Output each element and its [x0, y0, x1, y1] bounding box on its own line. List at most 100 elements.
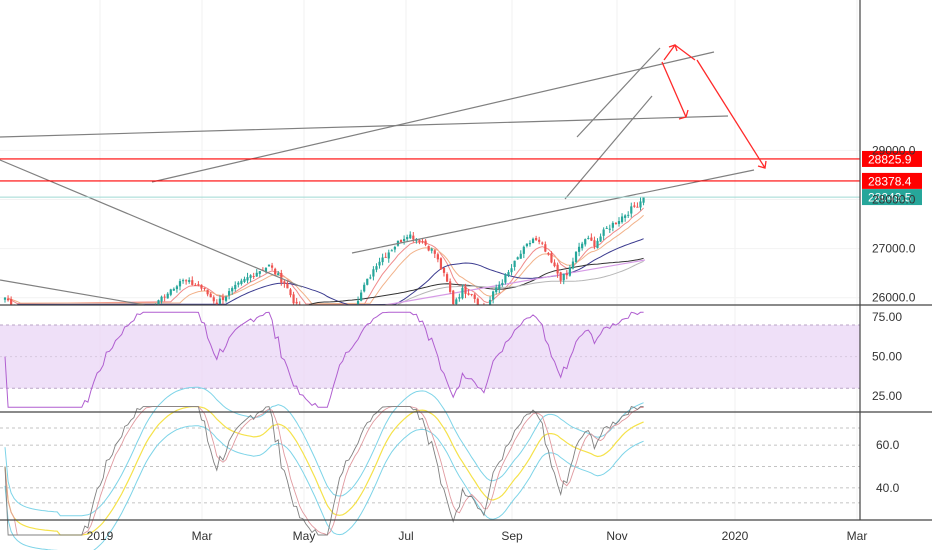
candle-up	[160, 296, 163, 302]
candle-up	[246, 277, 249, 281]
candle-up	[218, 298, 221, 304]
candle-up	[403, 238, 406, 242]
candle-up	[568, 267, 571, 276]
candle-up	[624, 215, 627, 218]
rsi-line	[4, 311, 644, 408]
candle-down	[286, 283, 289, 289]
candle-down	[449, 281, 452, 292]
candle-up	[630, 206, 633, 214]
stoch-signal-line	[4, 406, 644, 536]
candle-up	[519, 253, 522, 259]
candle-down	[221, 297, 225, 301]
candle-up	[620, 216, 624, 223]
ma-50-line	[17, 238, 644, 306]
candle-up	[181, 280, 185, 282]
candle-up	[255, 272, 258, 277]
candle-up	[608, 228, 611, 230]
candle-up	[406, 237, 409, 240]
stoch-axis-tick: 60.0	[876, 438, 900, 452]
candle-down	[556, 264, 559, 274]
candle-up	[264, 267, 268, 272]
candle-up	[458, 297, 461, 299]
candle-up	[387, 252, 390, 259]
candle-up	[492, 291, 495, 300]
candle-down	[295, 301, 298, 304]
candle-up	[157, 300, 160, 305]
candle-down	[633, 205, 636, 207]
candle-up	[375, 266, 378, 270]
stoch-d-line	[4, 406, 644, 536]
horizontal-trendline	[0, 115, 729, 138]
candle-down	[473, 294, 476, 299]
price-label-box	[862, 172, 922, 189]
candle-down	[553, 262, 556, 267]
rising-wedge-upper	[576, 47, 661, 138]
candle-up	[507, 272, 510, 276]
candle-up	[360, 292, 363, 301]
candle-down	[203, 287, 206, 289]
candle-up	[409, 234, 412, 239]
candle-up	[599, 236, 602, 242]
candle-down	[6, 298, 10, 301]
candle-down	[433, 250, 436, 254]
time-axis-tick: May	[293, 529, 316, 543]
price-label: 28378.4	[868, 174, 912, 188]
candle-down	[421, 241, 424, 243]
price-label-box	[862, 189, 922, 206]
candle-up	[228, 291, 231, 296]
candle-up	[178, 281, 182, 287]
candle-up	[498, 284, 501, 289]
candle-down	[464, 286, 467, 294]
price-axis-tick: 28000.0	[872, 193, 916, 207]
candle-up	[231, 288, 234, 292]
candle-up	[240, 280, 243, 284]
candle-down	[559, 272, 562, 281]
projection-arrow-1	[661, 61, 687, 118]
candle-down	[470, 293, 473, 295]
candle-up	[581, 243, 584, 249]
candle-up	[627, 214, 630, 216]
candle-up	[642, 197, 645, 203]
candle-up	[571, 261, 575, 269]
candle-up	[522, 246, 525, 254]
candle-up	[504, 274, 507, 283]
time-axis-tick: Jul	[398, 529, 413, 543]
candle-up	[602, 229, 605, 236]
time-axis-tick: Mar	[847, 529, 868, 543]
candle-down	[541, 242, 544, 244]
candle-up	[495, 287, 498, 293]
candle-up	[378, 261, 381, 266]
candle-up	[237, 282, 240, 285]
candle-up	[249, 275, 252, 278]
candle-down	[252, 276, 255, 278]
rsi-axis-tick: 25.00	[872, 389, 902, 403]
candle-up	[584, 239, 587, 245]
candle-up	[596, 240, 599, 248]
candle-down	[270, 265, 274, 268]
candle-up	[501, 282, 504, 285]
candle-down	[439, 258, 443, 270]
candle-down	[467, 293, 470, 295]
candle-down	[614, 223, 618, 225]
candle-down	[427, 245, 430, 251]
candle-up	[356, 300, 360, 305]
rsi-axis-tick: 50.00	[872, 350, 902, 364]
candle-down	[538, 239, 541, 242]
price-label: 28825.9	[868, 152, 912, 166]
stoch-upper-band	[4, 386, 644, 517]
candle-up	[366, 278, 369, 285]
candle-up	[577, 246, 581, 252]
candle-up	[574, 251, 578, 263]
candle-up	[363, 284, 366, 292]
candle-up	[267, 264, 271, 267]
candle-up	[461, 287, 464, 299]
candle-down	[424, 240, 427, 245]
time-axis-tick: 2019	[87, 529, 114, 543]
candle-down	[399, 239, 403, 243]
candle-down	[544, 244, 547, 252]
candle-down	[209, 293, 212, 298]
candle-down	[215, 302, 218, 305]
candle-down	[292, 294, 295, 304]
candle-down	[197, 284, 200, 286]
